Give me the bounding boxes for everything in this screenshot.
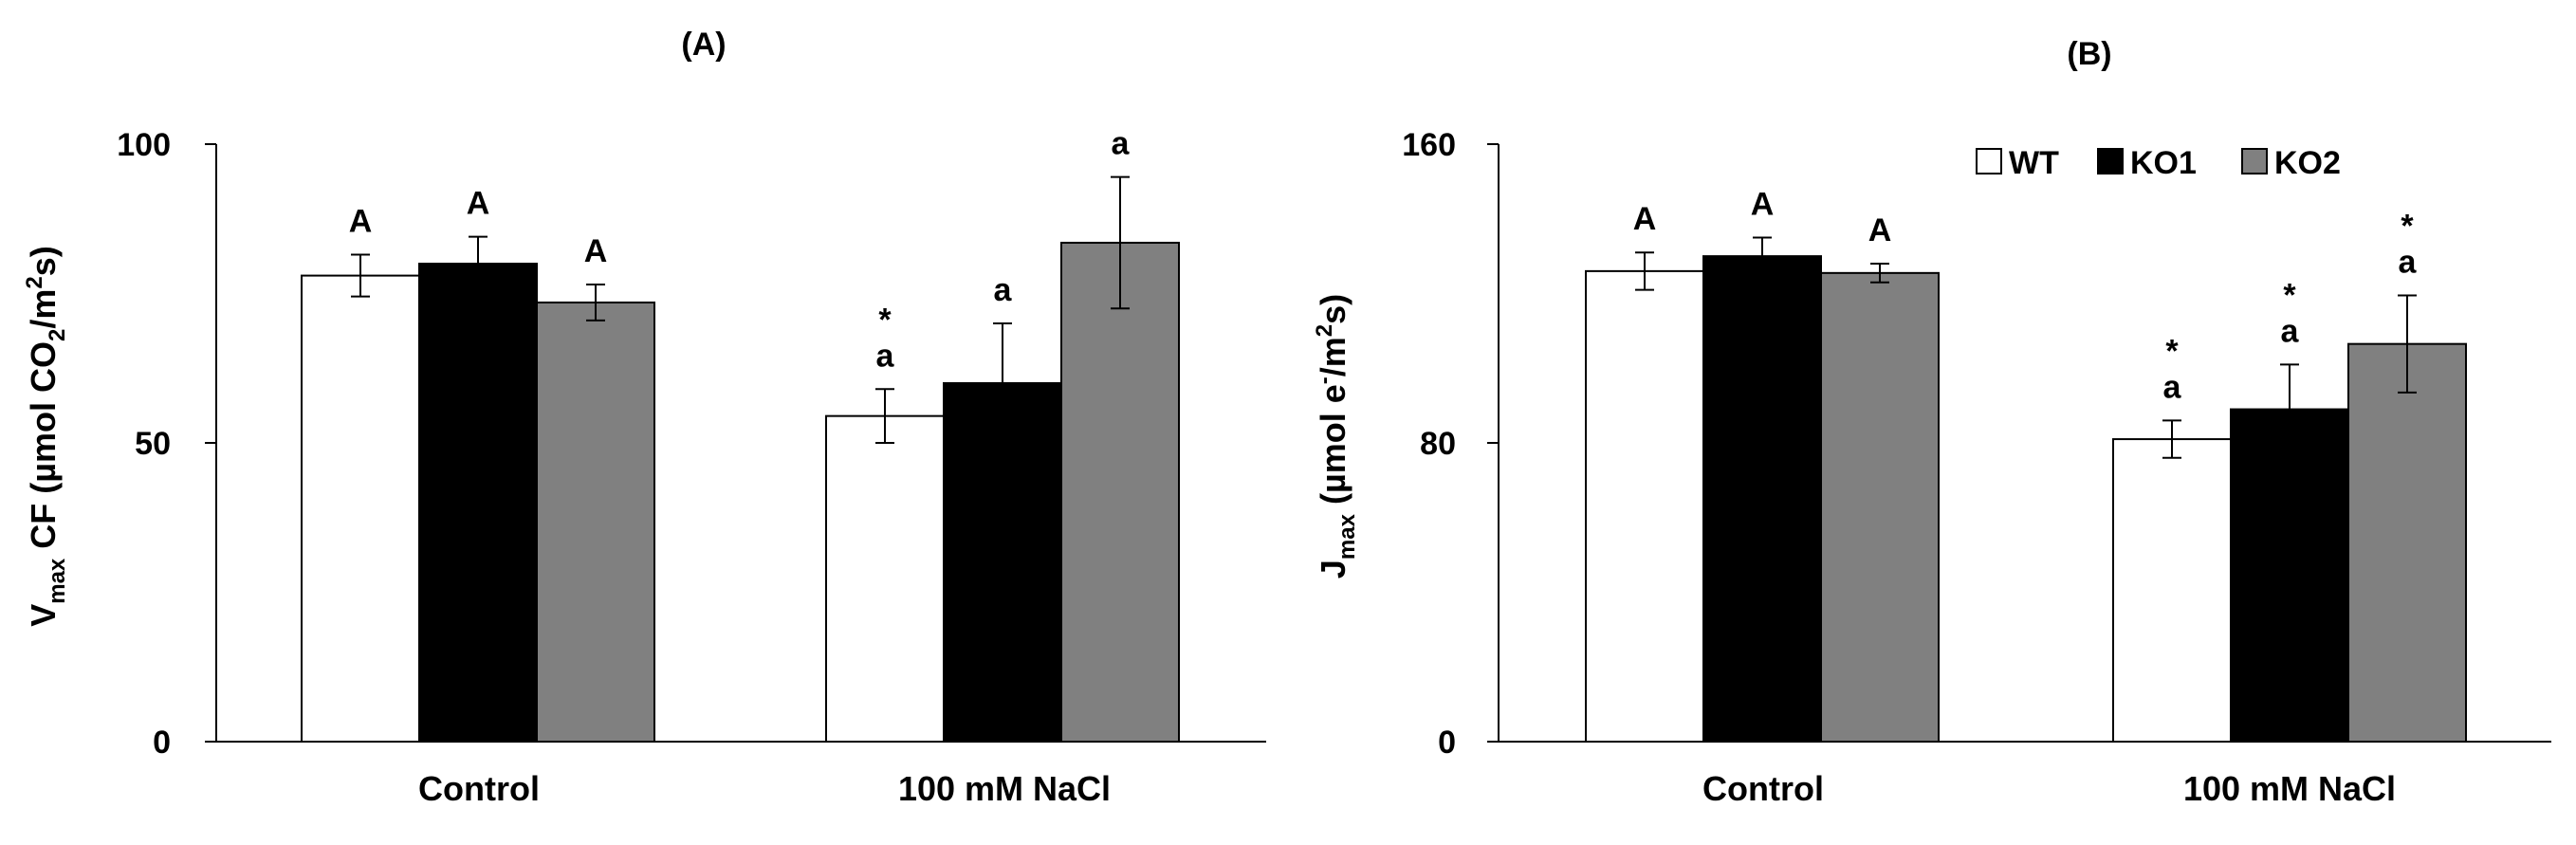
bar-wt [825, 414, 945, 743]
bar-ko1 [1702, 255, 1822, 743]
bar-wt [1585, 269, 1704, 743]
panel-title: (B) [2067, 36, 2111, 72]
significance-letter: A [467, 186, 490, 222]
x-category-label: 100 mM NaCl [2183, 769, 2396, 808]
y-tick-label: 80 [1420, 426, 1456, 462]
significance-letter: A [1633, 201, 1657, 237]
significance-star: * [2283, 277, 2296, 313]
y-tick-label: 0 [153, 725, 171, 761]
significance-letter: a [2399, 244, 2418, 280]
significance-letter: a [2163, 369, 2182, 405]
y-tick-label: 0 [1438, 725, 1456, 761]
y-tick-label: 100 [117, 127, 171, 163]
panel-b: (B) 0 80 160 Jmax (µmol e-/m2s) Control 100 mM… [1312, 36, 2551, 808]
significance-letter: a [876, 338, 895, 374]
significance-star: * [2401, 208, 2414, 244]
y-axis-label: Jmax (µmol e-/m2s) [1312, 294, 1360, 579]
bar-ko2 [1820, 271, 1940, 743]
legend-swatch-wt [1976, 148, 2002, 175]
legend-label: KO1 [2130, 145, 2197, 181]
y-tick-label: 50 [135, 426, 171, 462]
significance-letter: A [1868, 212, 1892, 248]
y-axis-label: Vmax CF (µmol CO2/m2s) [22, 246, 70, 627]
legend-label: WT [2009, 145, 2059, 181]
panel-title: (A) [681, 27, 726, 63]
x-category-label: Control [418, 769, 540, 808]
legend-label: KO2 [2274, 145, 2341, 181]
significance-letter: A [584, 233, 608, 269]
x-category-label: Control [1702, 769, 1824, 808]
bar-ko2 [2347, 342, 2467, 743]
bar-wt [301, 274, 420, 743]
bar-ko1 [418, 263, 538, 743]
significance-letter: a [2281, 313, 2300, 349]
bar-wt [2112, 438, 2232, 743]
bar-ko2 [1060, 241, 1180, 743]
significance-star: * [2165, 333, 2179, 369]
significance-letter: a [994, 272, 1013, 308]
significance-letter: A [349, 204, 373, 240]
x-category-label: 100 mM NaCl [898, 769, 1111, 808]
significance-star: * [878, 302, 892, 338]
bar-ko1 [2230, 408, 2349, 743]
bar-ko2 [536, 301, 655, 743]
significance-letter: a [1112, 126, 1131, 162]
significance-letter: A [1751, 186, 1775, 222]
panel-a: (A) 0 50 100 Vmax CF (µmol CO2/m2s) Control 10… [22, 27, 1266, 808]
legend-swatch-ko2 [2241, 148, 2268, 175]
y-tick-label: 160 [1402, 127, 1456, 163]
legend-swatch-ko1 [2097, 148, 2124, 175]
